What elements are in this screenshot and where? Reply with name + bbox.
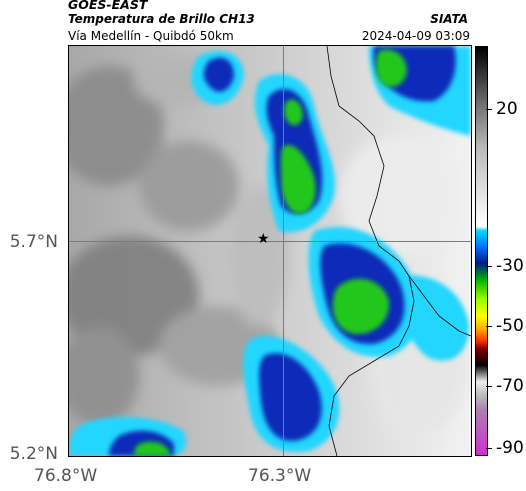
colorbar-label-minus50: -50 [496,316,524,336]
colorbar-tick [486,448,492,449]
brightness-temperature-field [69,46,471,456]
colorbar-label-minus90: -90 [496,438,524,458]
satellite-map[interactable]: ★ [68,45,472,457]
star-icon: ★ [257,231,270,247]
colorbar-label-20: 20 [496,99,518,119]
timestamp-label: 2024-04-09 03:09 [361,29,470,43]
lat-label-5-2: 5.2°N [9,444,58,464]
lat-label-5-7: 5.7°N [9,232,58,252]
colorbar-label-minus30: -30 [496,256,524,276]
lon-label-76-8: 76.8°W [34,466,98,486]
colorbar-label-minus70: -70 [496,376,524,396]
satellite-title: GOES-EAST [68,0,148,12]
temperature-colorbar [475,46,488,456]
colorbar-tick [486,326,492,327]
latitude-gridline [69,241,471,242]
agency-label: SIATA [430,12,468,26]
longitude-gridline [283,46,284,456]
colorbar-tick [486,109,492,110]
product-title: Temperatura de Brillo CH13 [68,12,255,26]
lon-label-76-3: 76.3°W [248,466,312,486]
colorbar-tick [486,266,492,267]
colorbar-tick [486,386,492,387]
region-subtitle: Vía Medellín - Quibdó 50km [68,29,234,43]
